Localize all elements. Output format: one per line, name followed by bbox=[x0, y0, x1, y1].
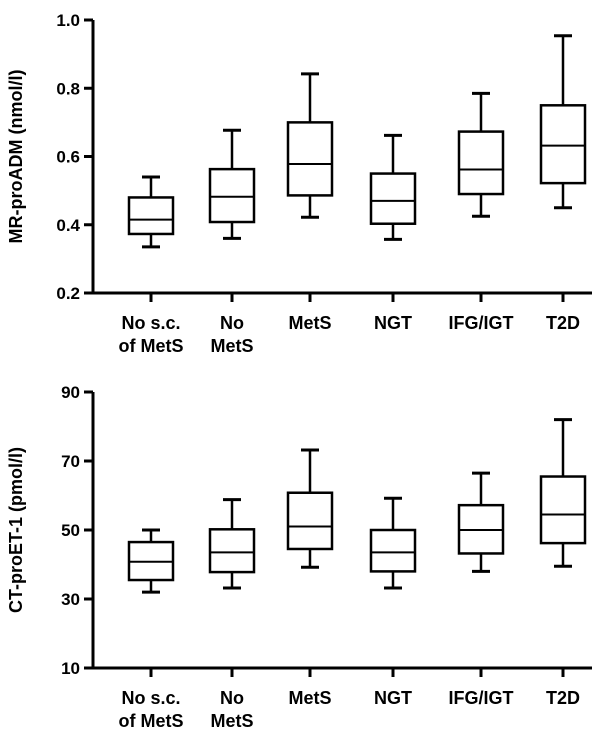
y-tick-label: 50 bbox=[61, 521, 80, 540]
chart-panel-2: 10 30 50 70 90 CT-proET-1 (pmol/l) No s.c. of M… bbox=[6, 383, 592, 731]
x-tick-label: No bbox=[220, 688, 244, 708]
x-tick-label: NGT bbox=[374, 688, 412, 708]
y-tick-label: 0.2 bbox=[56, 284, 80, 303]
x-tick-label: T2D bbox=[546, 313, 580, 333]
x-tick-label: NGT bbox=[374, 313, 412, 333]
box-1 bbox=[127, 528, 175, 594]
box-6 bbox=[539, 34, 587, 210]
iqr-box bbox=[539, 104, 587, 185]
iqr-box bbox=[286, 491, 334, 551]
x-tick-label: IFG/IGT bbox=[449, 688, 514, 708]
y-tick-label: 70 bbox=[61, 452, 80, 471]
iqr-box bbox=[369, 528, 417, 573]
y-tick-label: 30 bbox=[61, 590, 80, 609]
x-tick-label: MetS bbox=[288, 688, 331, 708]
x-tick-label: T2D bbox=[546, 688, 580, 708]
x-tick-label: No bbox=[220, 313, 244, 333]
y-tick-label: 10 bbox=[61, 659, 80, 678]
iqr-box bbox=[127, 196, 175, 236]
box-1 bbox=[127, 175, 175, 249]
box-3 bbox=[286, 448, 334, 569]
iqr-box bbox=[208, 528, 256, 574]
iqr-box bbox=[457, 130, 505, 196]
iqr-box bbox=[286, 121, 334, 197]
x-tick-label: of MetS bbox=[119, 336, 184, 356]
box-4 bbox=[369, 496, 417, 590]
box-5 bbox=[457, 91, 505, 218]
iqr-box bbox=[539, 475, 587, 545]
iqr-box bbox=[208, 167, 256, 224]
iqr-box bbox=[369, 172, 417, 225]
x-tick-label: MetS bbox=[210, 336, 253, 356]
x-tick-label: No s.c. bbox=[121, 313, 180, 333]
x-tick-label: No s.c. bbox=[121, 688, 180, 708]
box-4 bbox=[369, 133, 417, 241]
y-axis-label: CT-proET-1 (pmol/l) bbox=[6, 447, 26, 613]
x-tick-label: IFG/IGT bbox=[449, 313, 514, 333]
box-2 bbox=[208, 128, 256, 240]
y-tick-label: 0.4 bbox=[56, 216, 80, 235]
y-tick-label: 0.8 bbox=[56, 79, 80, 98]
box-5 bbox=[457, 471, 505, 573]
y-axis-label: MR-proADM (nmol/l) bbox=[6, 70, 26, 244]
box-2 bbox=[208, 498, 256, 590]
box-3 bbox=[286, 72, 334, 219]
chart-panel-1: 0.2 0.4 0.6 0.8 1.0 MR-proADM (nmol/l) No s.c.… bbox=[6, 11, 592, 356]
x-tick-label: MetS bbox=[210, 711, 253, 731]
x-tick-label: MetS bbox=[288, 313, 331, 333]
box-6 bbox=[539, 418, 587, 568]
x-tick-label: of MetS bbox=[119, 711, 184, 731]
y-tick-label: 90 bbox=[61, 383, 80, 402]
y-tick-label: 0.6 bbox=[56, 148, 80, 167]
y-tick-label: 1.0 bbox=[56, 11, 80, 30]
